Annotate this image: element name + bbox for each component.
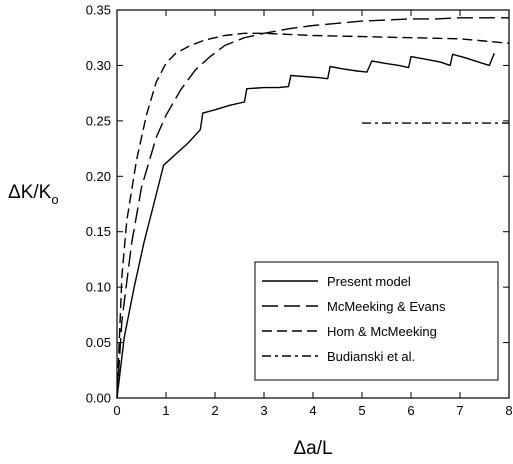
y-tick-label: 0.35 [86,3,111,18]
x-tick-label: 2 [211,403,218,418]
x-tick-label: 8 [505,403,512,418]
x-tick-label: 6 [407,403,414,418]
series-line-2 [116,17,509,399]
x-tick-label: 1 [162,403,169,418]
y-axis-label-subscript: o [51,192,58,207]
legend-label-4: Budianski et al. [327,349,415,364]
legend-label-3: Hom & McMeeking [327,324,437,339]
series-layer [116,17,510,399]
legend-label-2: McMeeking & Evans [327,299,446,314]
y-tick-label: 0.00 [86,391,111,406]
x-tick-label: 4 [309,403,316,418]
axis-ticks [116,9,510,399]
y-axis-label: ΔK/Ko [8,182,59,207]
legend: Present model McMeeking & Evans Hom & McMe… [254,261,499,381]
y-tick-label: 0.15 [86,224,111,239]
legend-items: Present model McMeeking & Evans Hom & McMe… [262,274,446,364]
series-line-1 [116,52,495,399]
x-axis-label: Δa/L [293,438,332,459]
tick-labels: 0 1 2 3 4 5 6 7 8 0.00 0.05 0.10 0.15 0.20 0.25 0.30 0.3… [86,3,513,419]
y-tick-label: 0.20 [86,169,111,184]
y-tick-label: 0.05 [86,335,111,350]
y-axis-label-main: ΔK/K [8,182,52,203]
x-tick-label: 3 [260,403,267,418]
x-tick-label: 0 [113,403,120,418]
y-tick-label: 0.30 [86,58,111,73]
y-tick-label: 0.10 [86,280,111,295]
x-tick-label: 5 [358,403,365,418]
x-tick-label: 7 [456,403,463,418]
legend-label-1: Present model [327,274,411,289]
y-tick-label: 0.25 [86,113,111,128]
series-line-3 [116,32,510,399]
